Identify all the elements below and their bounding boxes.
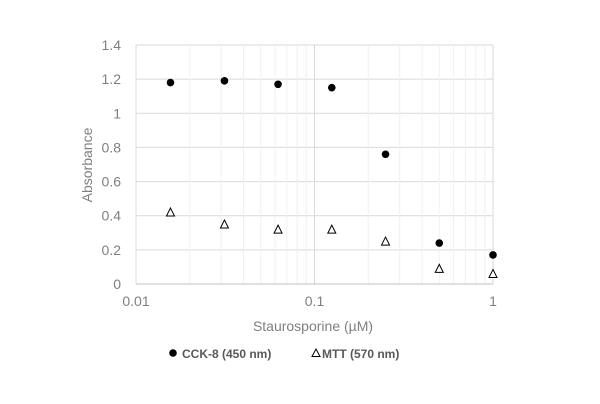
legend-cck8-marker — [169, 349, 177, 357]
mtt-point — [488, 268, 498, 279]
y-tick-label: 1.2 — [102, 71, 122, 87]
cck8-point — [381, 150, 390, 159]
mtt-point — [380, 235, 391, 246]
x-tick-label: 1 — [489, 293, 497, 309]
x-tick-label: 0.1 — [305, 293, 325, 309]
mtt-point — [219, 218, 230, 229]
y-tick-label: 1.4 — [102, 37, 122, 53]
cck8-point — [274, 80, 282, 89]
x-axis-title: Staurosporine (µM) — [253, 318, 373, 334]
axes: 0 0.2 0.4 0.6 0.8 1 1.2 1.4 0.01 0.1 1 — [102, 37, 498, 309]
cck8-point — [489, 251, 497, 259]
y-tick-label: 0.4 — [102, 208, 122, 224]
x-tick-label: 0.01 — [122, 293, 149, 309]
mtt-point — [165, 206, 176, 217]
mtt-point — [326, 224, 337, 234]
legend: CCK-8 (450 nm) MTT (570 nm) — [169, 347, 399, 361]
y-tick-label: 1 — [113, 105, 121, 121]
data-points — [165, 77, 498, 279]
y-axis-title: Absorbance — [79, 127, 95, 202]
grid — [135, 44, 494, 285]
mtt-point — [434, 263, 445, 273]
cck8-point — [435, 239, 444, 247]
legend-cck8-label: CCK-8 (450 nm) — [182, 347, 271, 361]
y-tick-label: 0.8 — [102, 139, 122, 155]
cck8-point — [220, 77, 229, 85]
cck8-point — [327, 83, 336, 92]
legend-mtt-marker — [311, 347, 321, 357]
cck8-point — [166, 78, 175, 87]
y-tick-label: 0.2 — [102, 242, 122, 258]
mtt-point — [273, 224, 283, 234]
y-tick-label: 0.6 — [102, 174, 122, 190]
y-tick-label: 0 — [113, 276, 121, 292]
legend-mtt-label: MTT (570 nm) — [322, 347, 399, 361]
